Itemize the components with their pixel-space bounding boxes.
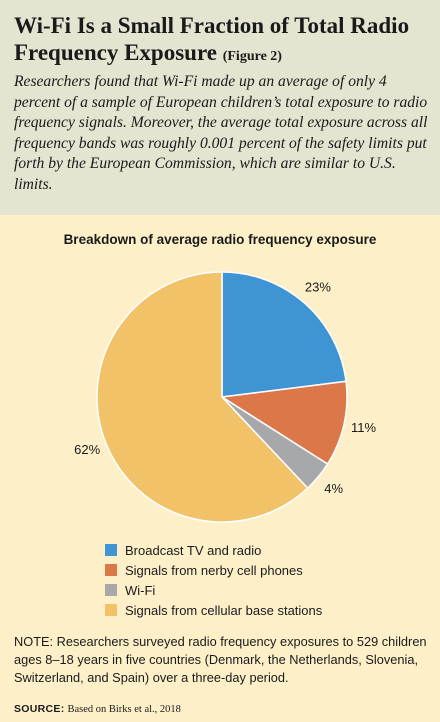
legend-swatch-2 — [105, 584, 117, 596]
legend-label-3: Signals from cellular base stations — [125, 602, 323, 618]
source-line: SOURCE: Based on Birks et al., 2018 — [14, 703, 430, 715]
pie-slice-3 — [96, 271, 309, 523]
figure-label: (Figure 2) — [222, 49, 282, 64]
page-title: Wi-Fi Is a Small Fraction of Total Radio… — [14, 12, 434, 70]
pie-chart: 23% 11% 4% 62% — [74, 271, 376, 523]
slice-label-2: 4% — [324, 481, 343, 496]
intro-text: Researchers found that Wi-Fi made up an … — [14, 73, 428, 193]
legend-item-3: Signals from cellular base stations — [105, 600, 435, 620]
pie-slice-1 — [219, 380, 348, 466]
legend-swatch-0 — [105, 544, 117, 556]
legend-item-1: Signals from nerby cell phones — [105, 560, 435, 580]
legend-swatch-3 — [105, 604, 117, 616]
source-label: SOURCE: — [14, 703, 65, 715]
pie-slice-0 — [221, 271, 347, 398]
slice-label-1: 11% — [351, 420, 376, 435]
legend-item-2: Wi-Fi — [105, 580, 435, 600]
legend-label-1: Signals from nerby cell phones — [125, 562, 303, 578]
note-text: NOTE: Researchers surveyed radio frequen… — [14, 634, 427, 685]
legend-swatch-1 — [105, 564, 117, 576]
source-text: Based on Birks et al., 2018 — [67, 704, 181, 715]
legend-item-0: Broadcast TV and radio — [105, 540, 435, 560]
header-panel: Wi-Fi Is a Small Fraction of Total Radio… — [0, 0, 440, 215]
title-text: Wi-Fi Is a Small Fraction of Total Radio… — [14, 13, 410, 65]
chart-legend: Broadcast TV and radio Signals from nerby… — [105, 540, 435, 620]
slice-label-3: 62% — [74, 442, 100, 457]
chart-title: Breakdown of average radio frequency exp… — [63, 232, 377, 247]
legend-label-0: Broadcast TV and radio — [125, 542, 262, 558]
legend-label-2: Wi-Fi — [125, 582, 156, 598]
slice-label-0: 23% — [305, 280, 331, 295]
